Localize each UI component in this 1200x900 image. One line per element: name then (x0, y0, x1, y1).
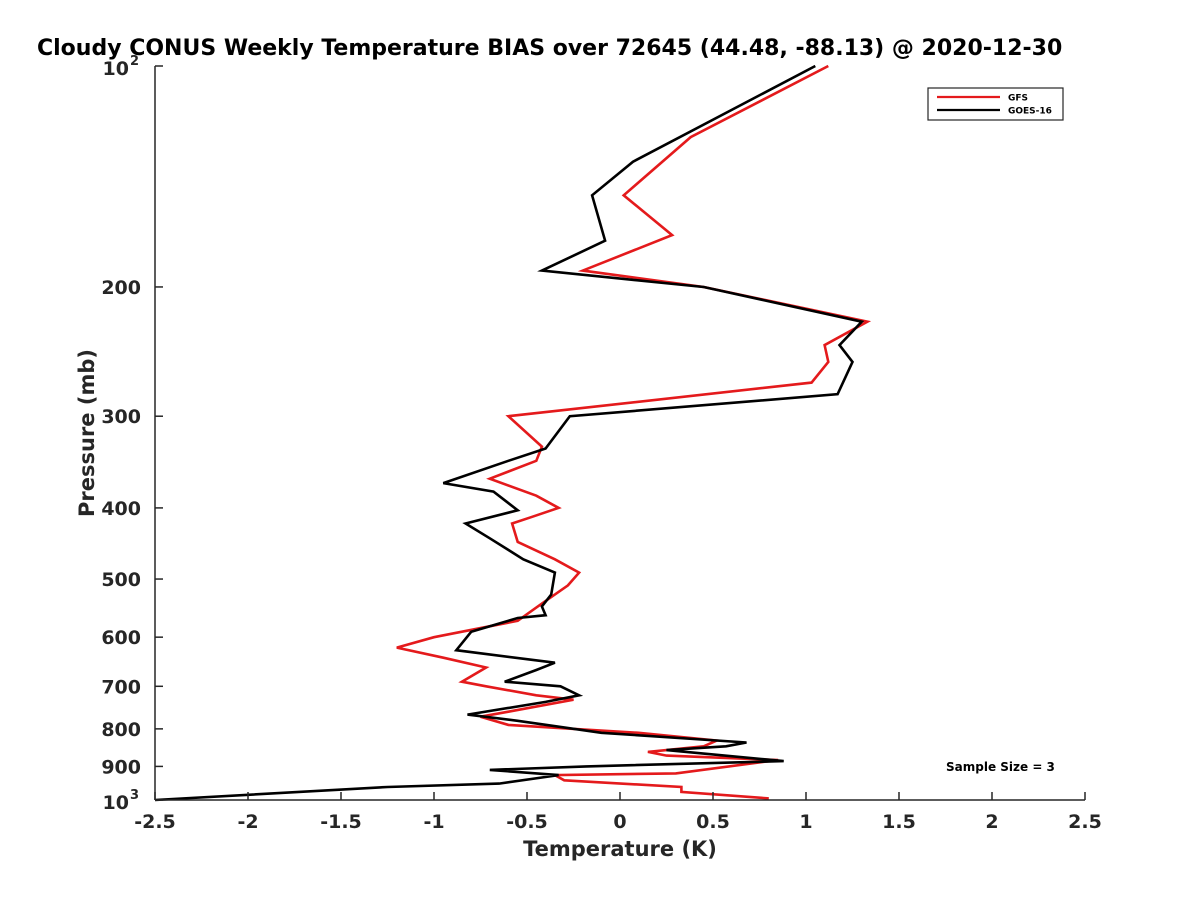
y-tick-label: 300 (101, 406, 141, 428)
x-tick-label: 2 (985, 811, 998, 833)
y-tick-label: 800 (101, 719, 141, 741)
y-tick-label: 600 (101, 627, 141, 649)
x-axis-label: Temperature (K) (523, 837, 717, 861)
y-tick-label: 700 (101, 676, 141, 698)
x-tick-label: -2 (237, 811, 258, 833)
series-line-0 (396, 64, 872, 800)
y-tick-exponent: 3 (130, 788, 139, 803)
y-tick-label: 200 (101, 277, 141, 299)
y-tick-label: 500 (101, 569, 141, 591)
x-tick-label: -1.5 (320, 811, 362, 833)
sample-size-annotation: Sample Size = 3 (946, 760, 1055, 774)
y-axis-label: Pressure (mb) (75, 349, 99, 517)
y-tick-label: 900 (101, 756, 141, 778)
x-tick-label: -2.5 (134, 811, 176, 833)
legend-box (927, 87, 1064, 121)
legend-label-goes16: GOES-16 (1008, 107, 1052, 117)
x-tick-label: 0 (613, 811, 626, 833)
x-tick-label: 1 (799, 811, 812, 833)
x-tick-label: -1 (423, 811, 444, 833)
series-layer (154, 64, 872, 802)
x-ticks: -2.5 -2 -1.5 -1 -0.5 0 0.5 1 1.5 2 2.5 (134, 792, 1102, 833)
x-tick-label: -0.5 (506, 811, 548, 833)
legend: GFS GOES-16 (927, 87, 1064, 121)
x-tick-label: 1.5 (882, 811, 916, 833)
x-tick-label: 2.5 (1068, 811, 1102, 833)
legend-label-gfs: GFS (1008, 94, 1028, 104)
y-tick-label: 400 (101, 498, 141, 520)
chart-title: Cloudy CONUS Weekly Temperature BIAS ove… (37, 36, 1062, 61)
plot-area: -2.5 -2 -1.5 -1 -0.5 0 0.5 1 1.5 2 2.5 10 220030040… (101, 54, 1102, 833)
y-tick-label: 10 (103, 58, 129, 80)
y-tick-label: 10 (103, 792, 129, 814)
y-tick-exponent: 2 (130, 54, 139, 69)
x-tick-label: 0.5 (696, 811, 730, 833)
